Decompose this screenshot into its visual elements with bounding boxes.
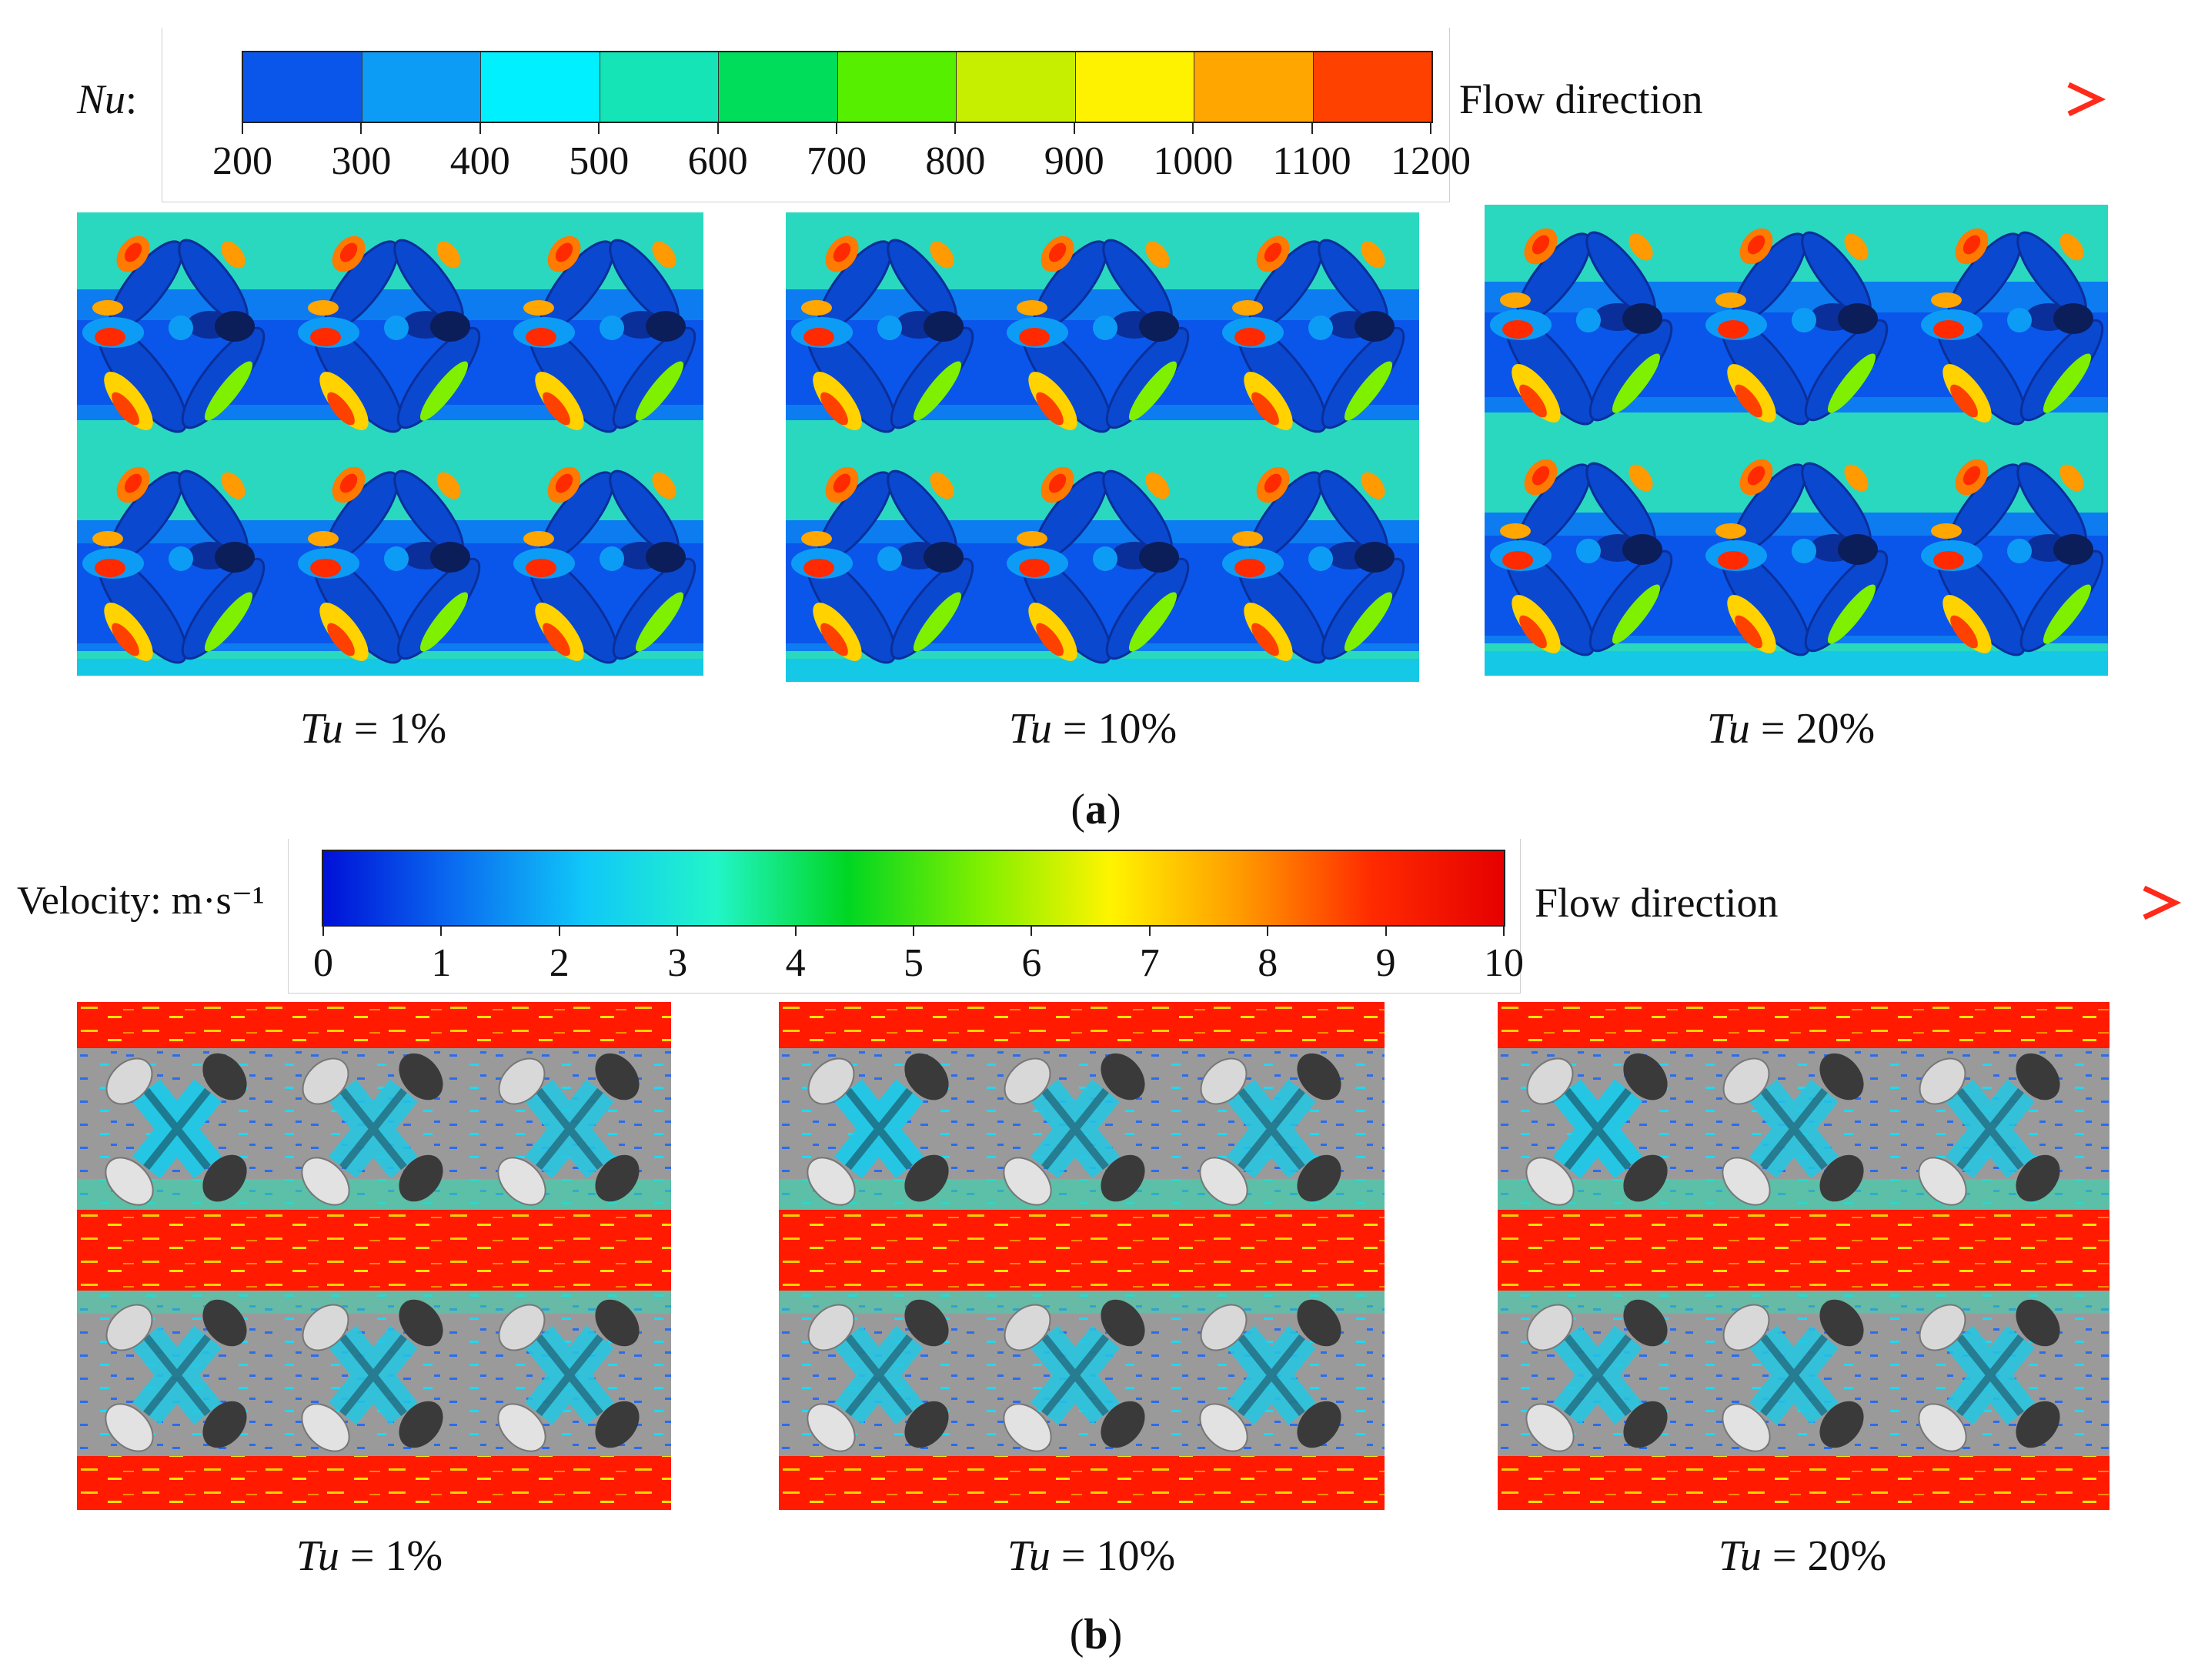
velocity-tick-mark [1503, 925, 1505, 936]
nu-colorbar-segment [1313, 52, 1431, 122]
velocity-panel-tu1 [77, 1002, 671, 1510]
nu-tick-label: 900 [1044, 139, 1104, 183]
velocity-panel-tu10 [779, 1002, 1385, 1510]
nu-tick-mark [954, 122, 957, 134]
nu-panel-tu20 [1485, 205, 2108, 676]
caption-a-tu1: Tu = 1% [299, 705, 447, 753]
nu-colorbar-segment [600, 52, 719, 122]
flow-direction-label-b: Flow direction [1535, 880, 1779, 926]
velocity-colorbar-frame [288, 839, 1521, 994]
velocity-tick-mark [558, 925, 560, 936]
caption-b-tu10: Tu = 10% [1007, 1532, 1176, 1580]
flow-direction-label-a: Flow direction [1459, 76, 1703, 122]
flow-arrow-icon-a [1765, 82, 2106, 117]
velocity-colorbar-label: Velocity: m·s⁻¹ [17, 879, 265, 923]
caption-a-tu20: Tu = 20% [1706, 705, 1876, 753]
nu-tick-label: 700 [807, 139, 867, 183]
nu-tick-mark [242, 122, 243, 134]
caption-b-tu1: Tu = 1% [296, 1532, 443, 1580]
nu-tick-label: 500 [569, 139, 630, 183]
nu-tick-label: 600 [687, 139, 748, 183]
nu-panel-tu1 [77, 212, 703, 676]
nu-var: Nu [77, 76, 126, 122]
velocity-tick-mark [1031, 925, 1033, 936]
caption-b-tu20: Tu = 20% [1718, 1532, 1887, 1580]
nu-tick-label: 1000 [1153, 139, 1234, 183]
nu-tick-mark [1430, 122, 1431, 134]
nu-tick-mark [717, 122, 719, 134]
nu-tick-mark [479, 122, 481, 134]
nu-colorbar-segment [719, 52, 838, 122]
subfigure-label-b: (b) [1069, 1611, 1123, 1658]
velocity-tick-label: 2 [549, 941, 570, 985]
nu-tick-mark [1311, 122, 1313, 134]
velocity-panel-tu20 [1498, 1002, 2109, 1510]
nu-colorbar-segment [957, 52, 1076, 122]
subfigure-label-a: (a) [1071, 786, 1121, 833]
nu-tick-mark [836, 122, 837, 134]
nu-colorbar-label: Nu: [77, 75, 137, 123]
velocity-tick-label: 4 [785, 941, 806, 985]
nu-tick-mark [1073, 122, 1075, 134]
nu-tick-mark [1192, 122, 1194, 134]
nu-tick-label: 1100 [1272, 139, 1351, 183]
nu-colorbar [242, 51, 1433, 123]
nu-colorbar-segment [1194, 52, 1314, 122]
nu-colon: : [125, 76, 138, 122]
velocity-tick-label: 9 [1375, 941, 1396, 985]
nu-tick-label: 800 [925, 139, 986, 183]
velocity-colorbar [322, 850, 1505, 927]
velocity-tick-label: 8 [1258, 941, 1278, 985]
nu-tick-label: 300 [331, 139, 392, 183]
nu-tick-mark [598, 122, 600, 134]
velocity-tick-mark [676, 925, 679, 936]
velocity-tick-label: 0 [313, 941, 333, 985]
nu-colorbar-frame [162, 28, 1450, 202]
nu-colorbar-segment [362, 52, 481, 122]
velocity-tick-label: 5 [904, 941, 924, 985]
velocity-tick-mark [440, 925, 443, 936]
velocity-tick-mark [322, 925, 324, 936]
nu-tick-mark [360, 122, 362, 134]
nu-tick-label: 400 [449, 139, 510, 183]
velocity-tick-mark [794, 925, 797, 936]
nu-colorbar-segment [481, 52, 600, 122]
velocity-tick-mark [1385, 925, 1387, 936]
flow-arrow-icon-b [1841, 885, 2182, 920]
velocity-tick-label: 7 [1139, 941, 1160, 985]
nu-panel-tu10 [786, 212, 1419, 682]
nu-tick-label: 1200 [1391, 139, 1471, 183]
velocity-tick-label: 10 [1484, 941, 1524, 985]
velocity-tick-label: 3 [667, 941, 688, 985]
velocity-tick-mark [1148, 925, 1151, 936]
velocity-tick-mark [1267, 925, 1269, 936]
velocity-tick-mark [913, 925, 914, 936]
nu-colorbar-segment [837, 52, 957, 122]
velocity-tick-label: 1 [431, 941, 452, 985]
velocity-tick-label: 6 [1021, 941, 1042, 985]
nu-colorbar-segment [243, 52, 362, 122]
nu-tick-label: 200 [212, 139, 272, 183]
nu-colorbar-segment [1075, 52, 1194, 122]
caption-a-tu10: Tu = 10% [1008, 705, 1178, 753]
